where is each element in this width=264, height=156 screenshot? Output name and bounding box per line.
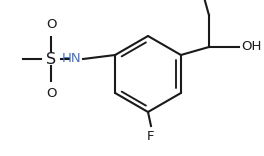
Text: O: O: [46, 87, 56, 100]
Text: OH: OH: [241, 41, 261, 54]
Text: O: O: [46, 18, 56, 31]
Text: HN: HN: [62, 53, 81, 66]
Text: F: F: [147, 130, 155, 143]
Text: S: S: [46, 51, 56, 66]
